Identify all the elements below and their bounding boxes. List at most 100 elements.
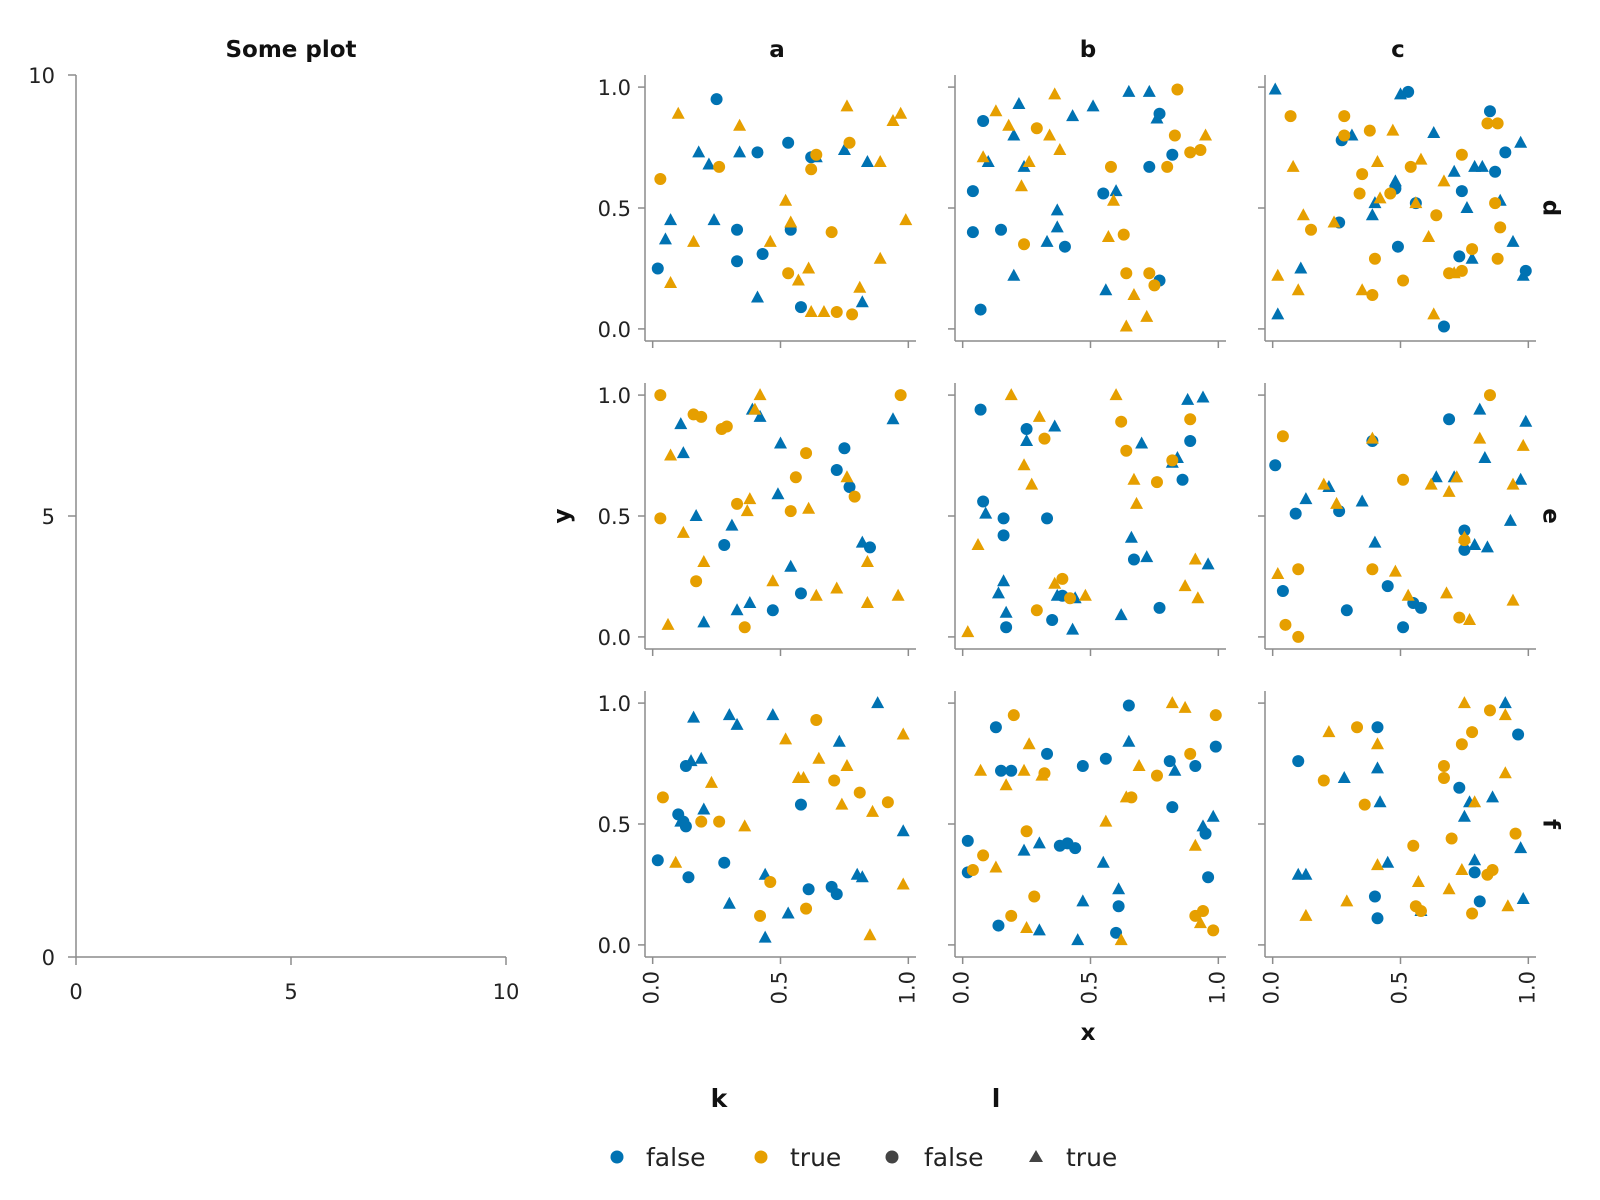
point-circle [1397,473,1410,486]
point-triangle [1271,567,1285,580]
point-circle [695,410,708,423]
facet-b-e [948,383,1226,656]
legend-title-l: l [992,1084,1001,1113]
point-triangle [837,142,851,155]
point-circle [1112,900,1125,913]
point-triangle [853,280,867,293]
point-triangle [1381,855,1395,868]
point-circle [1509,827,1522,840]
y-tick-label: 0.5 [598,813,631,837]
legend-marker-l-false [885,1150,899,1164]
point-circle [1404,160,1417,173]
point-circle [1499,146,1512,159]
point-triangle [1053,142,1067,155]
point-circle [731,223,744,236]
point-triangle [1299,492,1313,505]
point-triangle [1373,795,1387,808]
point-triangle [1296,208,1310,221]
point-triangle [1468,853,1482,866]
point-triangle [896,727,910,740]
col-label-b: b [1080,37,1096,63]
point-triangle [676,525,690,538]
point-triangle [1473,431,1487,444]
point-triangle [1291,283,1305,296]
point-circle [1028,890,1041,903]
point-circle [1430,209,1443,222]
point-triangle [1032,923,1046,936]
point-triangle [1178,579,1192,592]
point-circle [830,888,843,901]
point-circle [992,919,1005,932]
point-circle [1491,117,1504,130]
point-circle [989,721,1002,734]
point-triangle [1025,477,1039,490]
point-triangle [832,734,846,747]
point-triangle [1501,899,1515,912]
point-triangle [664,213,678,226]
point-triangle [886,113,900,126]
point-circle [1366,563,1379,576]
point-circle [794,587,807,600]
point-triangle [1460,201,1474,213]
point-triangle [1124,530,1138,543]
point-triangle [1193,916,1207,929]
point-triangle [766,574,780,587]
point-circle [966,863,979,876]
point-circle [1171,83,1184,96]
point-triangle [774,436,787,449]
point-triangle [866,804,880,817]
point-circle [1150,769,1163,782]
point-circle [1038,767,1051,780]
point-triangle [1427,307,1441,320]
legend-marker-k-false [610,1150,624,1164]
point-triangle [1004,388,1018,401]
point-triangle [989,104,1003,117]
legend-label-l-true: true [1066,1143,1117,1172]
point-circle [1184,146,1197,159]
point-circle [1437,320,1450,333]
x-tick-label: 1.0 [1515,971,1539,1004]
point-circle [1453,250,1466,263]
point-circle [1110,926,1123,939]
point-triangle [1475,159,1489,172]
point-triangle [1109,184,1123,197]
point-circle [1494,221,1507,234]
point-triangle [1447,164,1461,177]
point-circle [1276,430,1289,443]
point-triangle [1032,409,1046,422]
point-triangle [1078,588,1092,601]
point-triangle [1503,513,1517,526]
point-triangle [1071,933,1085,946]
point-circle [848,490,861,503]
point-triangle [1271,268,1285,281]
point-circle [651,262,664,275]
point-circle [756,247,769,260]
point-circle [1097,187,1110,200]
point-circle [805,163,818,176]
point-circle [1209,740,1222,753]
point-triangle [1140,309,1154,322]
point-circle [1122,699,1135,712]
point-circle [1030,604,1043,617]
point-circle [1115,415,1128,428]
point-circle [1356,168,1369,181]
point-triangle [738,819,752,832]
point-triangle [1268,82,1282,95]
point-triangle [1409,196,1423,209]
point-circle [1491,252,1504,265]
point-circle [802,883,815,896]
point-triangle [1480,540,1494,553]
x-axis-label: x [1081,1020,1096,1046]
point-circle [1120,267,1133,280]
point-circle [1414,601,1427,614]
left-x-tick-label: 5 [284,980,297,1004]
point-triangle [817,304,831,317]
point-circle [766,604,779,617]
point-triangle [697,802,711,815]
point-circle [718,539,731,552]
point-triangle [1437,174,1451,187]
point-circle [1117,228,1130,241]
point-triangle [1457,809,1471,822]
point-circle [1020,422,1033,435]
